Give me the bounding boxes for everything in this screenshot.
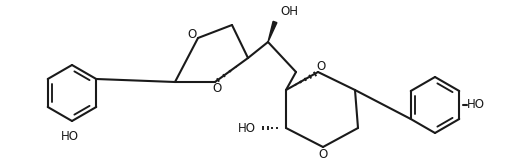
Text: HO: HO: [238, 121, 256, 134]
Text: HO: HO: [61, 130, 79, 143]
Text: O: O: [187, 28, 196, 40]
Text: O: O: [318, 148, 328, 161]
Text: O: O: [316, 60, 326, 72]
Polygon shape: [268, 21, 277, 42]
Text: OH: OH: [280, 5, 298, 18]
Text: HO: HO: [467, 99, 485, 112]
Text: O: O: [213, 82, 222, 95]
